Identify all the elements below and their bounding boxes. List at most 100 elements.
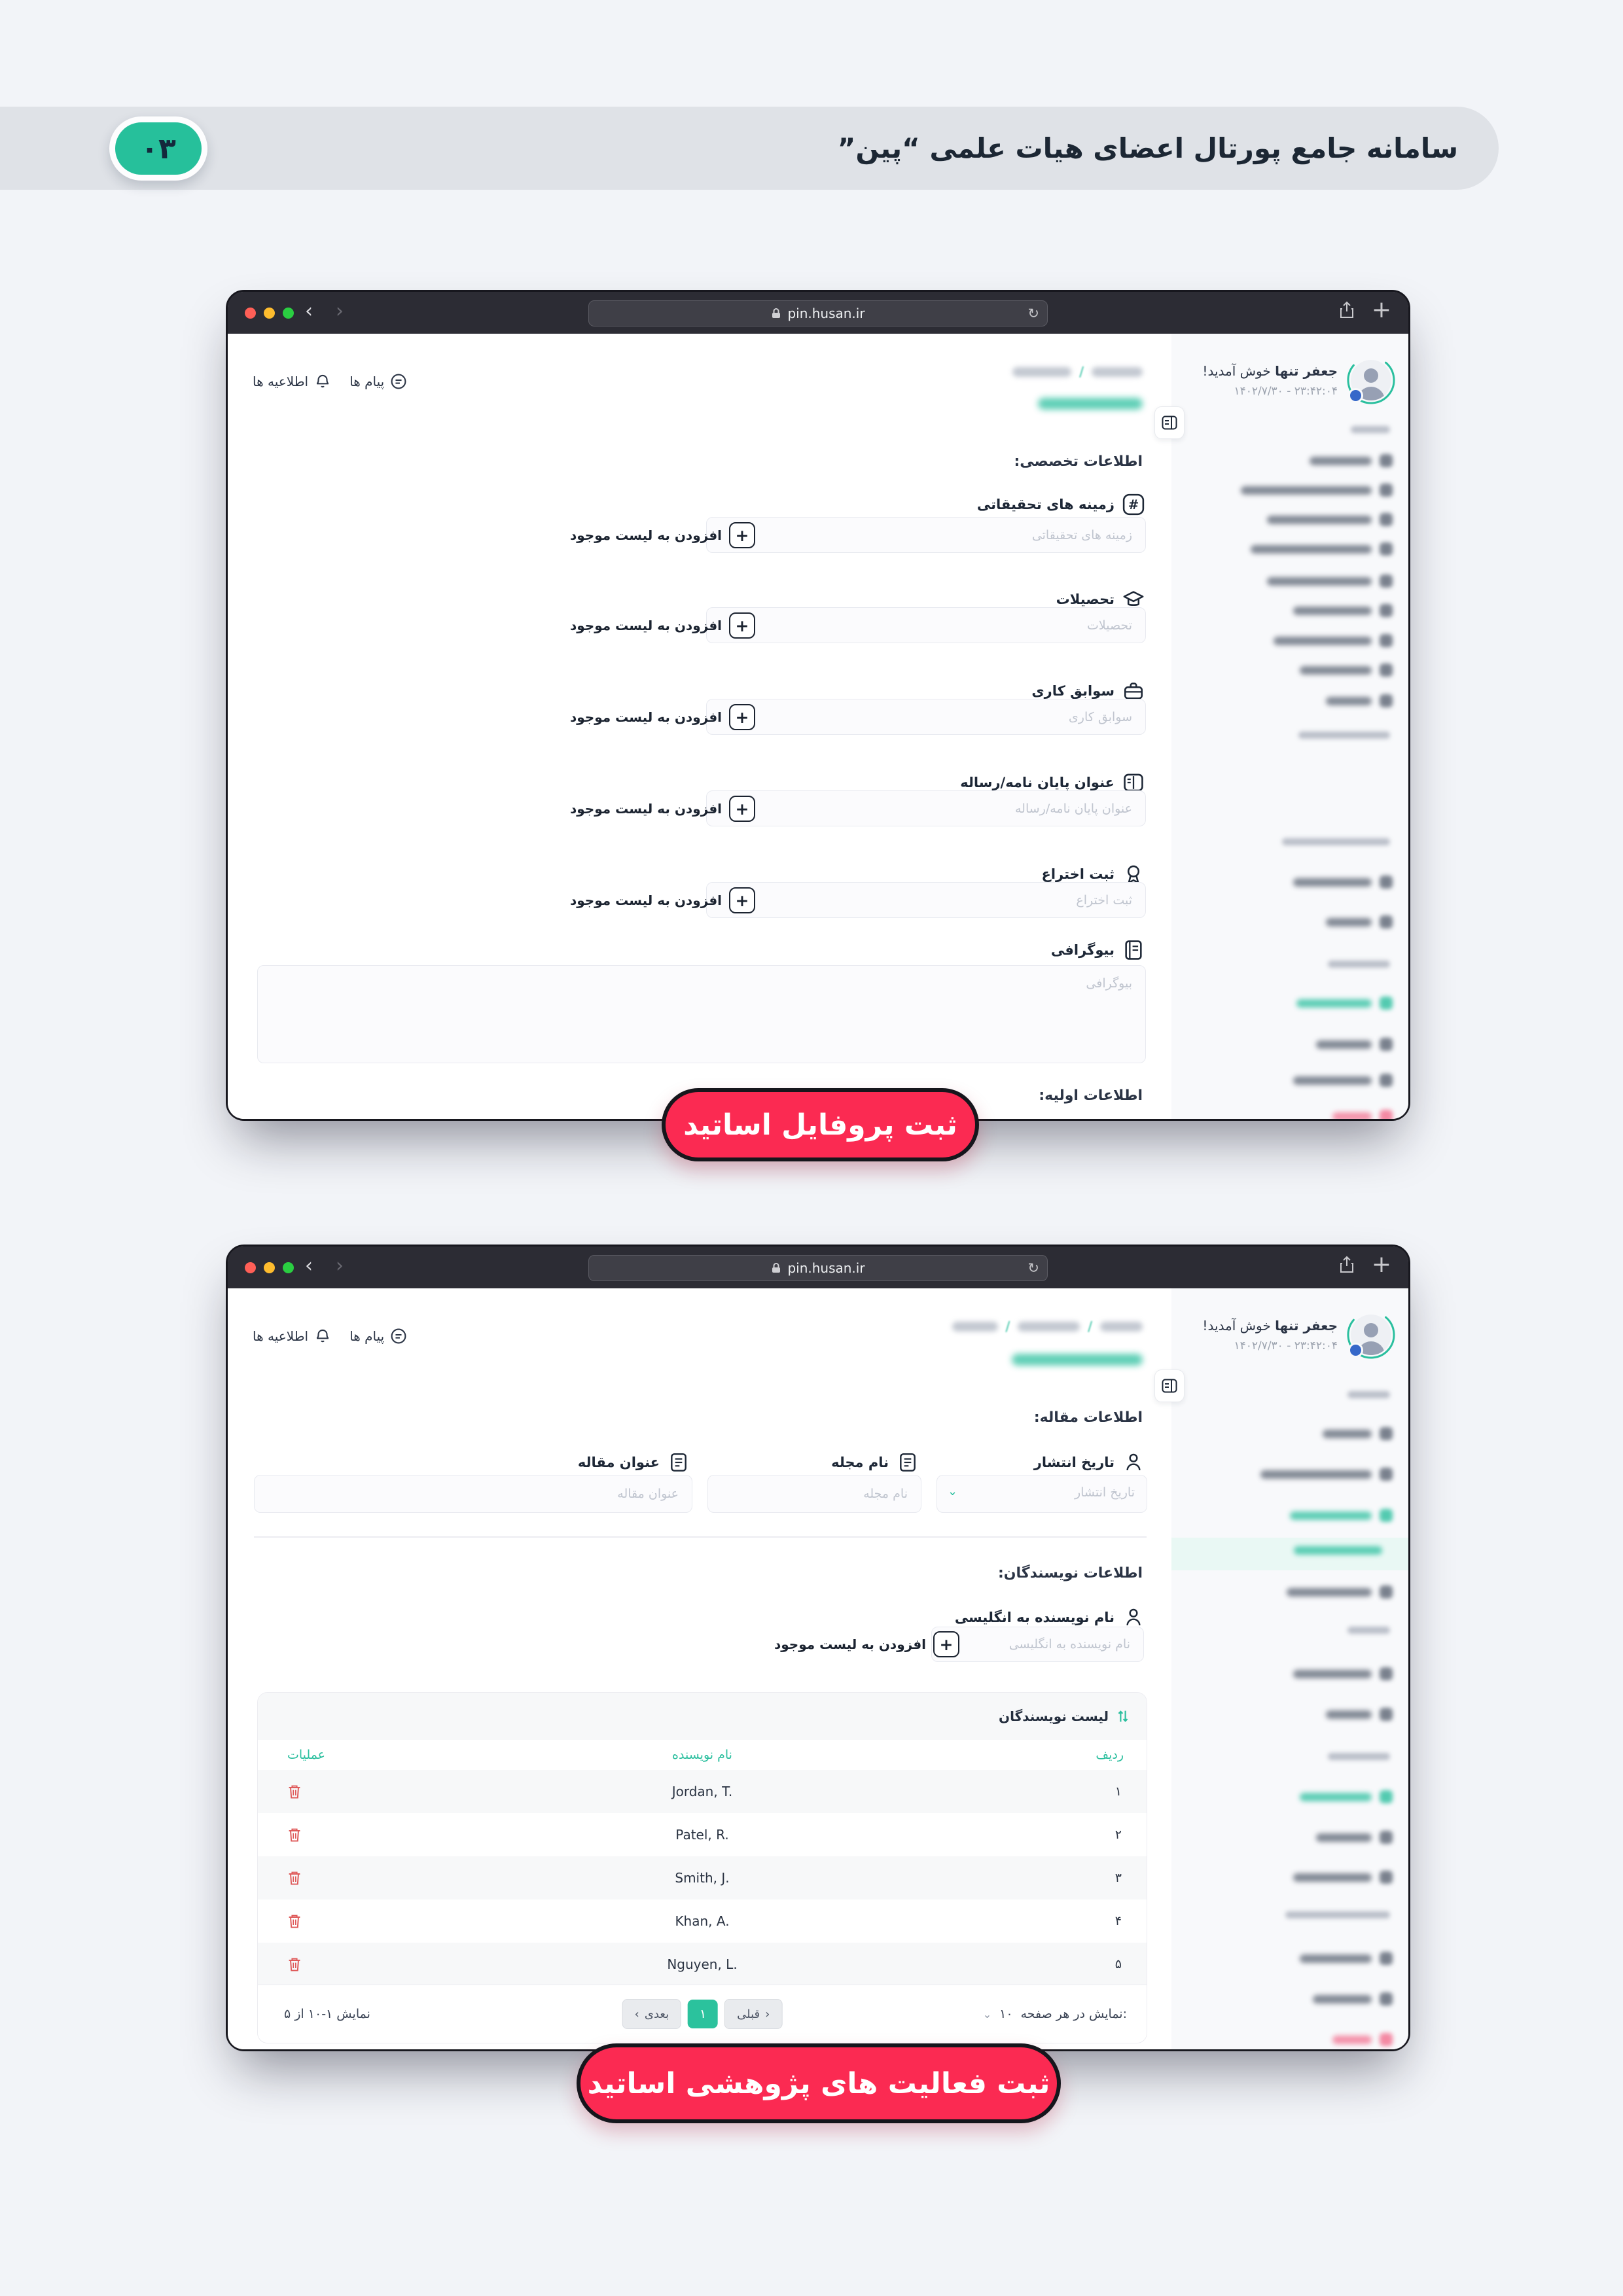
work-history-input[interactable] <box>706 699 1146 735</box>
sidebar-item-teal[interactable] <box>1290 1509 1393 1522</box>
minimize-window-icon[interactable] <box>264 308 275 319</box>
online-indicator <box>1348 388 1363 403</box>
minimize-window-icon[interactable] <box>264 1262 275 1273</box>
sort-icon[interactable] <box>1116 1708 1130 1724</box>
current-page-button[interactable]: ۱ <box>688 2000 719 2028</box>
sidebar-item[interactable] <box>1326 915 1393 928</box>
forward-icon[interactable]: › <box>336 300 344 323</box>
add-to-list-button[interactable]: افزودن به لیست موجود + <box>570 887 756 913</box>
delete-icon[interactable] <box>287 1827 302 1843</box>
sidebar-section-label <box>1328 961 1390 968</box>
messages-link[interactable]: پیام ها <box>349 1328 407 1345</box>
author-name-input[interactable] <box>931 1627 1144 1662</box>
sidebar-item-active[interactable] <box>1296 997 1393 1010</box>
sidebar-item[interactable] <box>1251 542 1393 556</box>
url-bar[interactable]: pin.husan.ir ↻ <box>588 300 1048 327</box>
refresh-icon[interactable]: ↻ <box>1027 1260 1039 1276</box>
patent-input[interactable] <box>706 882 1146 918</box>
prev-page-button[interactable]: قبلی › <box>724 1999 783 2029</box>
sidebar-section-label <box>1298 732 1390 739</box>
forward-icon[interactable]: › <box>336 1254 344 1277</box>
sidebar-item[interactable] <box>1267 574 1393 588</box>
section-title-article: اطلاعات مقاله: <box>1033 1409 1143 1426</box>
back-icon[interactable]: ‹ <box>305 300 313 323</box>
bell-icon <box>316 1329 329 1343</box>
plus-icon: + <box>729 704 756 730</box>
new-tab-icon[interactable]: + <box>1371 296 1391 323</box>
sidebar-item-logout[interactable] <box>1332 2033 1393 2046</box>
sidebar-item[interactable] <box>1293 604 1393 617</box>
maximize-window-icon[interactable] <box>283 1262 294 1273</box>
delete-icon[interactable] <box>287 1870 302 1886</box>
close-window-icon[interactable] <box>245 308 256 319</box>
sidebar-item[interactable] <box>1293 875 1393 889</box>
sidebar-item[interactable] <box>1323 1427 1393 1440</box>
sidebar-collapse-button[interactable] <box>1154 406 1185 439</box>
research-areas-input[interactable] <box>706 517 1146 553</box>
sidebar-item[interactable] <box>1326 1708 1393 1721</box>
user-datetime: ۱۴۰۲/۷/۳۰ - ۲۳:۴۲:۰۴ <box>1234 384 1338 398</box>
page-number-badge: ۰۳ <box>109 116 207 181</box>
delete-icon[interactable] <box>287 1913 302 1929</box>
sidebar-item[interactable] <box>1241 484 1393 497</box>
section-title-initial-info: اطلاعات اولیه: <box>1039 1087 1143 1104</box>
sidebar-item[interactable] <box>1300 663 1393 677</box>
sidebar-item[interactable] <box>1300 1952 1393 1965</box>
announcements-link[interactable]: اطلاعیه ها <box>253 1328 331 1345</box>
sidebar-item[interactable] <box>1293 1871 1393 1884</box>
per-page-label: نمایش در هر صفحه: <box>1020 2007 1127 2021</box>
delete-icon[interactable] <box>287 1956 302 1972</box>
person-icon <box>1122 1606 1145 1629</box>
next-page-button[interactable]: ‹ بعدی <box>622 1999 682 2029</box>
sidebar-item[interactable] <box>1316 1831 1393 1844</box>
biography-textarea[interactable] <box>257 965 1146 1063</box>
sidebar-collapse-button[interactable] <box>1154 1369 1185 1402</box>
panel-icon <box>1162 1379 1177 1393</box>
announcements-link[interactable]: اطلاعیه ها <box>253 373 331 390</box>
author-name: Jordan, T. <box>671 1784 733 1799</box>
user-greeting: جعفر تنها خوش آمدید! <box>1202 362 1338 379</box>
url-bar[interactable]: pin.husan.ir ↻ <box>588 1255 1048 1281</box>
share-icon[interactable] <box>1339 301 1355 319</box>
add-to-list-button[interactable]: افزودن به لیست موجود + <box>570 522 756 548</box>
sidebar-item[interactable] <box>1310 454 1393 467</box>
article-title-input[interactable] <box>254 1475 692 1513</box>
sidebar-item-icon <box>1380 574 1393 588</box>
thesis-title-input[interactable] <box>706 790 1146 826</box>
sidebar-item-logout[interactable] <box>1332 1110 1393 1119</box>
sidebar-item-teal[interactable] <box>1300 1790 1393 1803</box>
add-to-list-button[interactable]: افزودن به لیست موجود + <box>570 796 756 822</box>
sidebar-item[interactable] <box>1313 1992 1393 2005</box>
education-input[interactable] <box>706 607 1146 643</box>
add-author-button[interactable]: افزودن به لیست موجود + <box>774 1631 960 1657</box>
delete-icon[interactable] <box>287 1784 302 1799</box>
sidebar-item[interactable] <box>1293 1074 1393 1087</box>
sidebar-item[interactable] <box>1260 1468 1393 1481</box>
add-to-list-button[interactable]: افزودن به لیست موجود + <box>570 612 756 639</box>
publish-date-select[interactable]: تاریخ انتشار ⌄ <box>936 1475 1147 1513</box>
sidebar-item[interactable] <box>1293 1667 1393 1680</box>
sidebar-item[interactable] <box>1274 634 1393 647</box>
per-page-select[interactable]: ⌄ ۱۰ نمایش در هر صفحه: <box>983 2007 1127 2021</box>
sidebar-item[interactable] <box>1316 1038 1393 1051</box>
sidebar-item-icon <box>1380 1667 1393 1680</box>
refresh-icon[interactable]: ↻ <box>1027 306 1039 321</box>
sidebar-item[interactable] <box>1287 1585 1393 1598</box>
messages-link[interactable]: پیام ها <box>349 373 407 390</box>
sidebar-item-icon <box>1380 1468 1393 1481</box>
back-icon[interactable]: ‹ <box>305 1254 313 1277</box>
table-footer: نمایش ۱-۱۰ از ۵ ‹ بعدی ۱ قبلی › ⌄ <box>258 1985 1147 2043</box>
sidebar-item[interactable] <box>1267 513 1393 526</box>
messages-label: پیام ها <box>349 374 385 389</box>
sidebar-item-icon <box>1380 1992 1393 2005</box>
add-to-list-button[interactable]: افزودن به لیست موجود + <box>570 704 756 730</box>
maximize-window-icon[interactable] <box>283 308 294 319</box>
sidebar-item-active[interactable] <box>1294 1546 1382 1555</box>
caption-pill-research: ثبت فعالیت های پژوهشی اساتید <box>577 2043 1061 2123</box>
sidebar-item[interactable] <box>1326 694 1393 707</box>
journal-name-input[interactable] <box>707 1475 921 1513</box>
close-window-icon[interactable] <box>245 1262 256 1273</box>
new-tab-icon[interactable]: + <box>1371 1251 1391 1278</box>
share-icon[interactable] <box>1339 1256 1355 1274</box>
sidebar-item-icon <box>1380 484 1393 497</box>
